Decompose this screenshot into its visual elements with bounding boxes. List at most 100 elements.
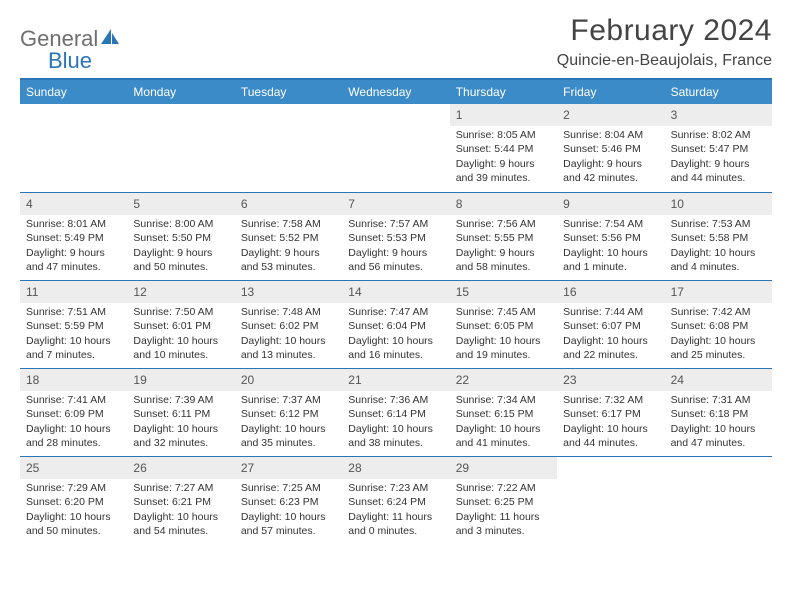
sunset-line: Sunset: 6:08 PM: [671, 319, 766, 333]
sunset-line: Sunset: 5:55 PM: [456, 231, 551, 245]
sunset-line: Sunset: 5:58 PM: [671, 231, 766, 245]
calendar-grid: SundayMondayTuesdayWednesdayThursdayFrid…: [20, 78, 772, 544]
dayhead-saturday: Saturday: [665, 80, 772, 104]
dayhead-wednesday: Wednesday: [342, 80, 449, 104]
daylight-line: Daylight: 9 hours and 53 minutes.: [241, 246, 336, 274]
sunset-line: Sunset: 6:07 PM: [563, 319, 658, 333]
calendar-cell: 19Sunrise: 7:39 AMSunset: 6:11 PMDayligh…: [127, 368, 234, 456]
calendar-cell: [20, 104, 127, 192]
sunrise-line: Sunrise: 7:22 AM: [456, 481, 551, 495]
sunrise-line: Sunrise: 8:05 AM: [456, 128, 551, 142]
date-number: 10: [665, 193, 772, 215]
sunset-line: Sunset: 5:52 PM: [241, 231, 336, 245]
daylight-line: Daylight: 9 hours and 39 minutes.: [456, 157, 551, 185]
sunset-line: Sunset: 6:17 PM: [563, 407, 658, 421]
date-number: [235, 104, 342, 126]
daylight-line: Daylight: 10 hours and 22 minutes.: [563, 334, 658, 362]
calendar-cell: 5Sunrise: 8:00 AMSunset: 5:50 PMDaylight…: [127, 192, 234, 280]
date-number: 5: [127, 193, 234, 215]
calendar-cell: [127, 104, 234, 192]
cell-body: [557, 479, 664, 485]
daylight-line: Daylight: 10 hours and 57 minutes.: [241, 510, 336, 538]
sunset-line: Sunset: 6:20 PM: [26, 495, 121, 509]
sunset-line: Sunset: 5:46 PM: [563, 142, 658, 156]
sunset-line: Sunset: 6:11 PM: [133, 407, 228, 421]
daylight-line: Daylight: 9 hours and 47 minutes.: [26, 246, 121, 274]
sunrise-line: Sunrise: 7:57 AM: [348, 217, 443, 231]
calendar-cell: 1Sunrise: 8:05 AMSunset: 5:44 PMDaylight…: [450, 104, 557, 192]
calendar-cell: 20Sunrise: 7:37 AMSunset: 6:12 PMDayligh…: [235, 368, 342, 456]
date-number: 22: [450, 369, 557, 391]
date-number: 8: [450, 193, 557, 215]
sunset-line: Sunset: 6:09 PM: [26, 407, 121, 421]
dayhead-sunday: Sunday: [20, 80, 127, 104]
cell-body: [20, 126, 127, 132]
daylight-line: Daylight: 10 hours and 16 minutes.: [348, 334, 443, 362]
cell-body: Sunrise: 7:27 AMSunset: 6:21 PMDaylight:…: [127, 479, 234, 542]
date-number: [127, 104, 234, 126]
sunrise-line: Sunrise: 7:54 AM: [563, 217, 658, 231]
sunset-line: Sunset: 5:47 PM: [671, 142, 766, 156]
cell-body: Sunrise: 7:22 AMSunset: 6:25 PMDaylight:…: [450, 479, 557, 542]
sunrise-line: Sunrise: 7:23 AM: [348, 481, 443, 495]
date-number: [557, 457, 664, 479]
sunset-line: Sunset: 6:21 PM: [133, 495, 228, 509]
cell-body: Sunrise: 8:00 AMSunset: 5:50 PMDaylight:…: [127, 215, 234, 278]
sunset-line: Sunset: 5:56 PM: [563, 231, 658, 245]
date-number: 28: [342, 457, 449, 479]
daylight-line: Daylight: 10 hours and 7 minutes.: [26, 334, 121, 362]
sunrise-line: Sunrise: 7:53 AM: [671, 217, 766, 231]
calendar-cell: 9Sunrise: 7:54 AMSunset: 5:56 PMDaylight…: [557, 192, 664, 280]
calendar-cell: 13Sunrise: 7:48 AMSunset: 6:02 PMDayligh…: [235, 280, 342, 368]
brand-blue-text: Blue: [48, 48, 92, 74]
daylight-line: Daylight: 10 hours and 38 minutes.: [348, 422, 443, 450]
calendar-cell: 21Sunrise: 7:36 AMSunset: 6:14 PMDayligh…: [342, 368, 449, 456]
calendar-cell: 23Sunrise: 7:32 AMSunset: 6:17 PMDayligh…: [557, 368, 664, 456]
daylight-line: Daylight: 9 hours and 42 minutes.: [563, 157, 658, 185]
calendar-cell: 11Sunrise: 7:51 AMSunset: 5:59 PMDayligh…: [20, 280, 127, 368]
sunset-line: Sunset: 5:59 PM: [26, 319, 121, 333]
calendar-cell: [342, 104, 449, 192]
sunset-line: Sunset: 6:15 PM: [456, 407, 551, 421]
date-number: 15: [450, 281, 557, 303]
cell-body: Sunrise: 7:51 AMSunset: 5:59 PMDaylight:…: [20, 303, 127, 366]
cell-body: Sunrise: 7:32 AMSunset: 6:17 PMDaylight:…: [557, 391, 664, 454]
calendar-cell: 6Sunrise: 7:58 AMSunset: 5:52 PMDaylight…: [235, 192, 342, 280]
sunrise-line: Sunrise: 7:29 AM: [26, 481, 121, 495]
calendar-cell: 24Sunrise: 7:31 AMSunset: 6:18 PMDayligh…: [665, 368, 772, 456]
daylight-line: Daylight: 10 hours and 19 minutes.: [456, 334, 551, 362]
calendar-cell: [557, 456, 664, 544]
date-number: 13: [235, 281, 342, 303]
cell-body: Sunrise: 7:58 AMSunset: 5:52 PMDaylight:…: [235, 215, 342, 278]
sunrise-line: Sunrise: 7:51 AM: [26, 305, 121, 319]
sunrise-line: Sunrise: 7:34 AM: [456, 393, 551, 407]
cell-body: Sunrise: 7:36 AMSunset: 6:14 PMDaylight:…: [342, 391, 449, 454]
cell-body: Sunrise: 7:29 AMSunset: 6:20 PMDaylight:…: [20, 479, 127, 542]
date-number: 24: [665, 369, 772, 391]
daylight-line: Daylight: 10 hours and 50 minutes.: [26, 510, 121, 538]
calendar-cell: 3Sunrise: 8:02 AMSunset: 5:47 PMDaylight…: [665, 104, 772, 192]
calendar-cell: 8Sunrise: 7:56 AMSunset: 5:55 PMDaylight…: [450, 192, 557, 280]
brand-block: General Blue: [20, 20, 122, 74]
date-number: 3: [665, 104, 772, 126]
sunrise-line: Sunrise: 7:45 AM: [456, 305, 551, 319]
date-number: 27: [235, 457, 342, 479]
date-number: 16: [557, 281, 664, 303]
calendar-cell: 12Sunrise: 7:50 AMSunset: 6:01 PMDayligh…: [127, 280, 234, 368]
calendar-cell: 4Sunrise: 8:01 AMSunset: 5:49 PMDaylight…: [20, 192, 127, 280]
calendar-cell: 7Sunrise: 7:57 AMSunset: 5:53 PMDaylight…: [342, 192, 449, 280]
sunrise-line: Sunrise: 7:37 AM: [241, 393, 336, 407]
daylight-line: Daylight: 10 hours and 25 minutes.: [671, 334, 766, 362]
cell-body: Sunrise: 7:57 AMSunset: 5:53 PMDaylight:…: [342, 215, 449, 278]
calendar-cell: 28Sunrise: 7:23 AMSunset: 6:24 PMDayligh…: [342, 456, 449, 544]
sunrise-line: Sunrise: 8:04 AM: [563, 128, 658, 142]
dayhead-tuesday: Tuesday: [235, 80, 342, 104]
daylight-line: Daylight: 10 hours and 35 minutes.: [241, 422, 336, 450]
cell-body: Sunrise: 7:25 AMSunset: 6:23 PMDaylight:…: [235, 479, 342, 542]
date-number: 17: [665, 281, 772, 303]
calendar-cell: 16Sunrise: 7:44 AMSunset: 6:07 PMDayligh…: [557, 280, 664, 368]
sunset-line: Sunset: 6:01 PM: [133, 319, 228, 333]
sunset-line: Sunset: 6:18 PM: [671, 407, 766, 421]
sunset-line: Sunset: 6:14 PM: [348, 407, 443, 421]
daylight-line: Daylight: 10 hours and 44 minutes.: [563, 422, 658, 450]
